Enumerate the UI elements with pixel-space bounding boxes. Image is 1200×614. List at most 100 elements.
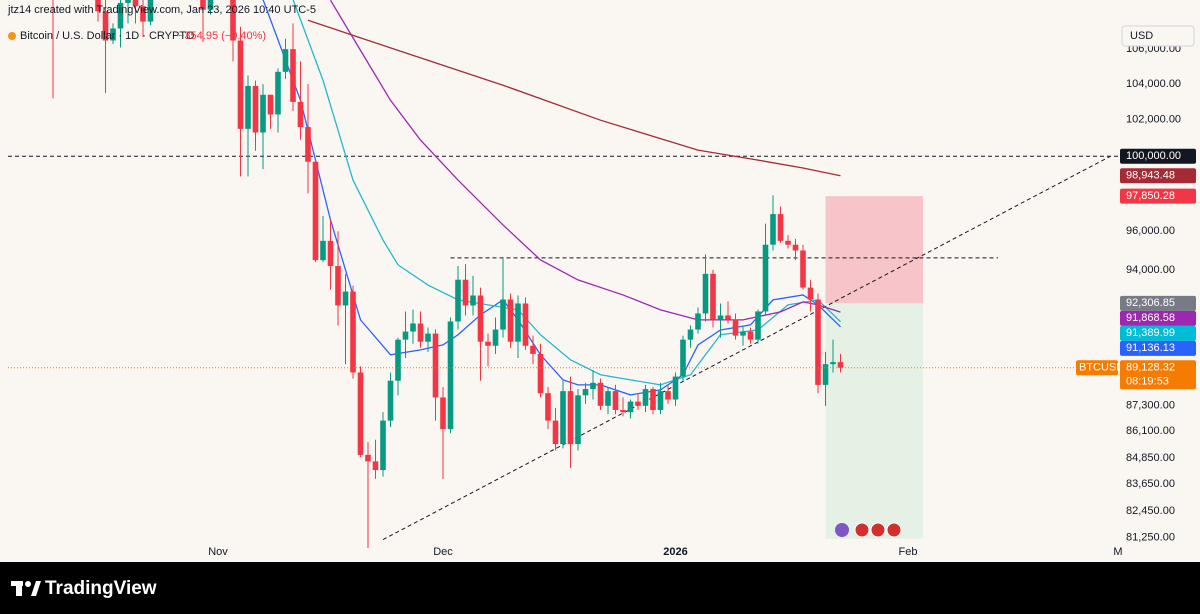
event-icon xyxy=(870,522,886,538)
logo-part xyxy=(16,581,22,596)
price-label-bg xyxy=(1120,340,1196,356)
candle-body xyxy=(537,353,544,394)
footer xyxy=(0,562,1200,614)
candle-body xyxy=(312,161,319,261)
candle-body xyxy=(95,0,101,12)
price-label-bg xyxy=(1120,310,1196,326)
position-profit-zone xyxy=(825,303,923,539)
candle-body xyxy=(665,391,671,400)
price-label: 91,136.13 xyxy=(1126,342,1175,354)
candle-body xyxy=(410,323,416,332)
candle-body xyxy=(425,333,431,342)
price-label-bg xyxy=(1120,188,1196,204)
candle-body xyxy=(500,299,506,330)
candle-body xyxy=(267,94,274,115)
moving-average xyxy=(329,0,841,321)
logo-part xyxy=(31,581,41,596)
candle-body xyxy=(545,393,551,421)
candle-body xyxy=(725,315,731,320)
credit: jtz14 created with TradingView.com, Jan … xyxy=(7,4,316,16)
candle-body xyxy=(740,331,746,336)
candle-body xyxy=(567,391,574,445)
candle-body xyxy=(800,250,806,288)
candle-body xyxy=(777,214,784,241)
candle-body xyxy=(470,295,476,306)
moving-average xyxy=(262,0,841,396)
candle-body xyxy=(432,333,439,398)
candle-body xyxy=(530,345,536,354)
logo-part xyxy=(25,581,31,587)
price-label: 100,000.00 xyxy=(1126,150,1181,162)
moving-average xyxy=(307,19,841,177)
last-price-bg xyxy=(1120,360,1196,390)
price-label-bg xyxy=(1120,325,1196,341)
candle-body xyxy=(357,372,364,455)
candle-body xyxy=(245,85,251,129)
price-axis: 106,000.00104,000.00102,000.0096,000.009… xyxy=(1076,43,1196,544)
candle-body xyxy=(350,291,356,373)
candle-body xyxy=(620,410,626,413)
candle-body xyxy=(102,11,109,41)
price-label: 97,850.28 xyxy=(1126,190,1175,202)
candle-body xyxy=(830,362,836,365)
candle-body xyxy=(380,420,386,471)
change: −354.95 (−0.40%) xyxy=(178,30,266,42)
candle-body xyxy=(237,40,244,129)
candle-body xyxy=(732,319,739,336)
candle-body xyxy=(815,299,821,385)
y-tick-label: 102,000.00 xyxy=(1126,114,1181,126)
candle-body xyxy=(260,94,266,133)
candle-body xyxy=(365,454,371,462)
candle-body xyxy=(672,376,679,400)
candle-body xyxy=(372,461,379,471)
event-icon xyxy=(854,522,870,538)
last-price-value: 89,128.32 xyxy=(1126,362,1175,374)
candle-body xyxy=(792,244,799,251)
candle-body xyxy=(717,315,724,320)
candle-body xyxy=(695,313,701,330)
x-tick-label: 2026 xyxy=(663,546,687,558)
candle-body xyxy=(147,0,154,22)
candle-body xyxy=(710,273,716,320)
x-tick-label: Nov xyxy=(208,546,228,558)
candle-body xyxy=(635,401,641,406)
candle-body xyxy=(305,127,311,162)
last-price-symbol: BTCUSD xyxy=(1079,362,1124,374)
candle-body xyxy=(282,49,289,72)
x-tick-label: Feb xyxy=(899,546,918,558)
price-label-bg xyxy=(1120,295,1196,311)
candle-body xyxy=(822,364,829,385)
candle-body xyxy=(485,341,491,346)
price-label: 98,943.48 xyxy=(1126,170,1175,182)
candle-body xyxy=(462,279,469,306)
candle-body xyxy=(252,85,259,133)
candle-body xyxy=(687,329,694,340)
candle-body xyxy=(395,339,401,381)
candle-body xyxy=(440,397,446,430)
y-tick-label: 81,250.00 xyxy=(1126,532,1175,544)
candle-body xyxy=(582,389,589,396)
position-loss-zone xyxy=(825,196,923,304)
candle-body xyxy=(605,391,611,406)
candle-body xyxy=(492,329,499,346)
x-tick-label: Dec xyxy=(433,546,453,558)
price-label: 92,306.85 xyxy=(1126,297,1175,309)
price-label-bg xyxy=(1120,148,1196,164)
candle-body xyxy=(770,214,776,245)
price-label-bg xyxy=(1120,168,1196,184)
currency-button[interactable] xyxy=(1121,25,1195,47)
symbol: Bitcoin / U.S. Dollar · 1D · CRYPTO xyxy=(20,30,195,42)
candle-body xyxy=(680,339,686,377)
price-label: 91,868.58 xyxy=(1126,312,1175,324)
moving-average xyxy=(292,0,841,386)
candle-body xyxy=(207,0,214,10)
x-tick-label: M xyxy=(1113,546,1122,558)
candle-body xyxy=(342,291,349,306)
y-tick-label: 96,000.00 xyxy=(1126,225,1175,237)
event-icons xyxy=(835,522,902,538)
candle-body xyxy=(327,240,334,267)
currency[interactable]: USD xyxy=(1130,30,1153,42)
candle-body xyxy=(447,321,454,430)
